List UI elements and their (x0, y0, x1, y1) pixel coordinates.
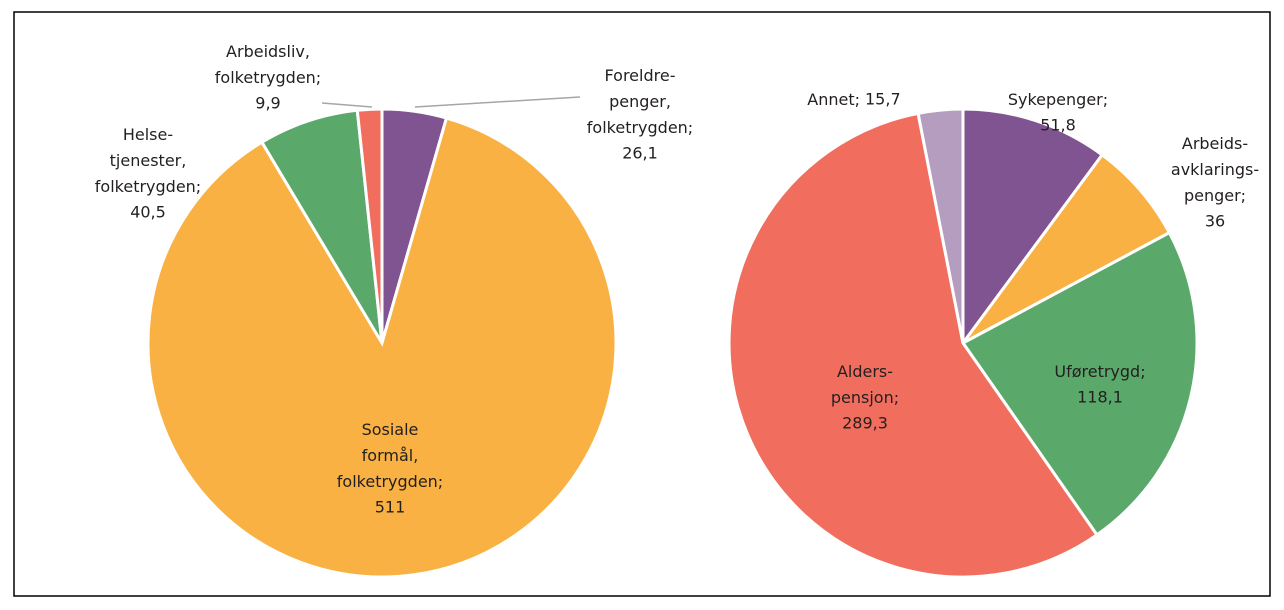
value-label: 118,1 (1077, 388, 1123, 407)
slice-label: Alders-pensjon; (831, 362, 899, 407)
value-label: 289,3 (842, 414, 888, 433)
pie-slice (961, 152, 1172, 345)
value-label: 9,9 (255, 94, 280, 113)
slice-label: Annet; (807, 90, 860, 109)
pie-slice (355, 107, 384, 344)
pie-slice (146, 116, 618, 579)
slice-label: Arbeids-avklarings-penger; (1171, 134, 1259, 205)
slice-label: Helse-tjenester, folketrygden; (95, 125, 201, 196)
pie-slice (960, 230, 1199, 537)
value-label: 36 (1205, 212, 1225, 231)
value-label: 40,5 (130, 203, 166, 222)
slice-label: Sykepenger; (1008, 90, 1108, 109)
pie-slice (961, 107, 1105, 348)
value-label: 51,8 (1040, 116, 1076, 135)
slice-label: Arbeidsliv, folketrygden; (215, 42, 321, 87)
leader-line (321, 102, 373, 108)
pie-slice (916, 107, 965, 344)
slice-label: Sosiale formål, folketrygden; (337, 420, 443, 491)
leader-line (414, 96, 581, 108)
slice-label: Uføretrygd; (1054, 362, 1145, 381)
slice-label: Foreldre-penger, folketrygden; (587, 66, 693, 137)
value-label: 26,1 (622, 144, 658, 163)
value-label: 511 (375, 498, 406, 517)
pie-slice (727, 111, 1100, 579)
value-label: 15,7 (865, 90, 901, 109)
